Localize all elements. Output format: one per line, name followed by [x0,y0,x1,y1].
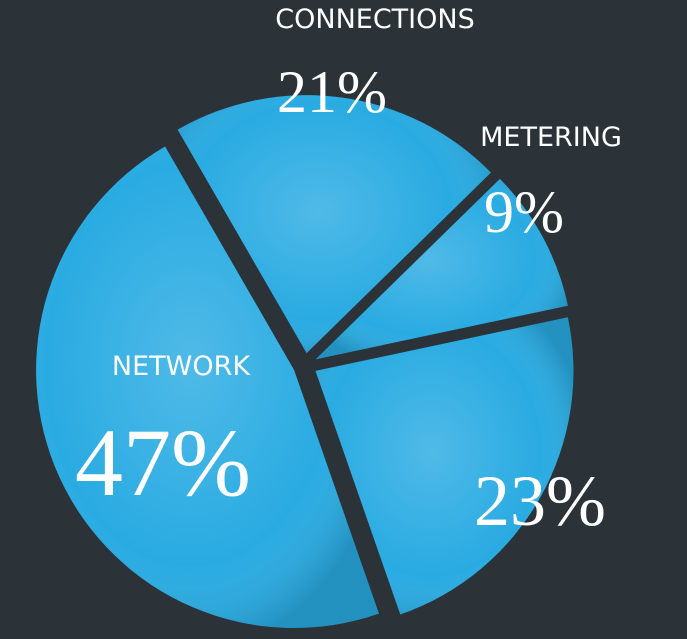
slice-shade [315,178,568,360]
value-label: 21% [277,59,387,125]
slice-shade [36,146,379,628]
value-label: 23% [474,461,606,541]
category-label: METERING [480,122,622,153]
slice-shade [177,95,491,354]
value-label: 9% [484,179,564,245]
category-label: NETWORK [112,351,251,382]
pie [36,95,574,628]
slice-shade [315,317,574,615]
labels: CONNECTIONS 21% METERING 9% 23% NETWORK 47% [75,4,622,541]
category-label: CONNECTIONS [275,4,474,35]
value-label: 47% [75,409,251,516]
